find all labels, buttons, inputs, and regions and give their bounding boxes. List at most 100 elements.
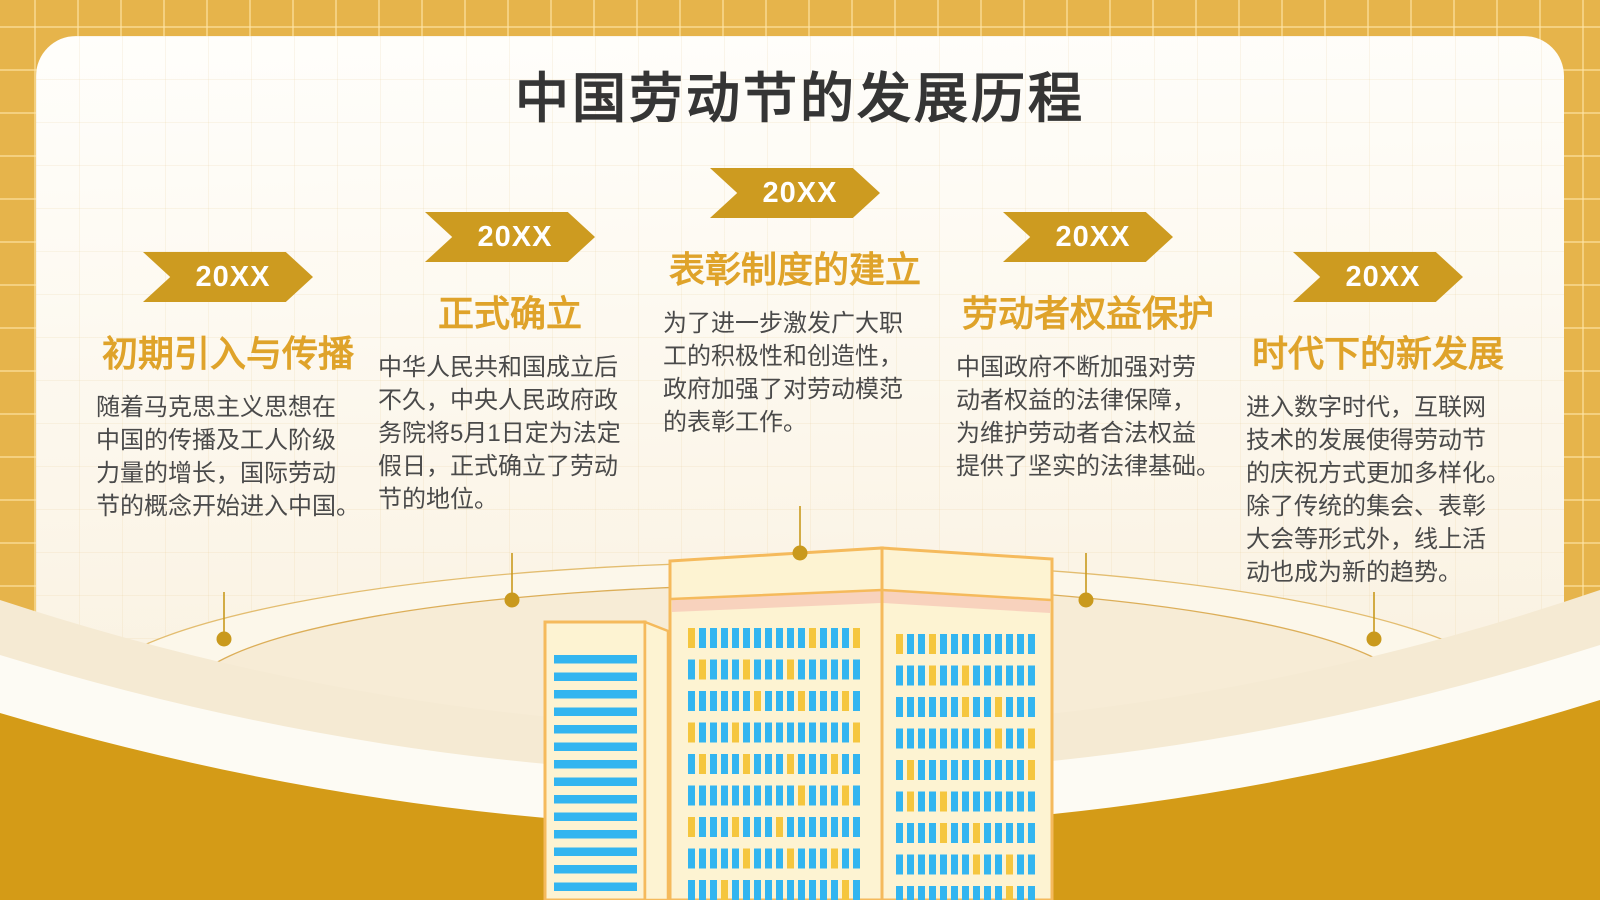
- window: [754, 785, 761, 806]
- window: [809, 848, 816, 869]
- year-ribbon-1: 20XX: [143, 252, 313, 302]
- window: [699, 628, 706, 648]
- window: [765, 659, 772, 680]
- window: [995, 886, 1002, 900]
- window: [554, 672, 637, 681]
- window: [699, 722, 706, 743]
- window: [765, 848, 772, 869]
- window: [732, 785, 739, 806]
- window: [699, 659, 706, 680]
- window: [951, 760, 958, 780]
- main-building-windows-right: [896, 634, 1035, 900]
- window: [699, 817, 706, 837]
- window: [1017, 634, 1024, 654]
- window: [907, 823, 914, 843]
- timeline-item-3-title: 表彰制度的建立: [668, 249, 921, 290]
- window: [896, 665, 903, 686]
- window: [962, 728, 969, 749]
- window: [831, 848, 838, 869]
- window: [688, 817, 695, 837]
- window: [754, 628, 761, 648]
- window: [984, 634, 991, 654]
- window: [929, 665, 936, 686]
- window: [973, 634, 980, 654]
- window: [776, 785, 783, 806]
- window: [787, 880, 794, 900]
- window: [1006, 823, 1013, 843]
- window: [776, 722, 783, 743]
- window: [918, 823, 925, 843]
- window: [688, 691, 695, 711]
- window: [951, 697, 958, 717]
- window: [962, 854, 969, 875]
- window: [984, 886, 991, 900]
- window: [1028, 760, 1035, 780]
- window: [809, 722, 816, 743]
- window: [962, 665, 969, 686]
- window: [688, 785, 695, 806]
- window: [896, 823, 903, 843]
- window: [710, 722, 717, 743]
- window: [984, 728, 991, 749]
- window: [798, 817, 805, 837]
- window: [907, 886, 914, 900]
- window: [820, 722, 827, 743]
- window: [732, 754, 739, 774]
- window: [554, 830, 637, 839]
- window: [918, 791, 925, 812]
- window: [710, 628, 717, 648]
- window: [688, 754, 695, 774]
- window: [765, 691, 772, 711]
- window: [842, 659, 849, 680]
- window: [776, 628, 783, 648]
- window: [973, 886, 980, 900]
- window: [918, 760, 925, 780]
- window: [721, 722, 728, 743]
- window: [951, 791, 958, 812]
- window: [929, 728, 936, 749]
- window: [831, 754, 838, 774]
- window: [907, 728, 914, 749]
- window: [842, 817, 849, 837]
- window: [1006, 697, 1013, 717]
- window: [809, 880, 816, 900]
- window: [853, 722, 860, 743]
- window: [1017, 665, 1024, 686]
- window: [809, 628, 816, 648]
- window: [765, 754, 772, 774]
- window: [1028, 665, 1035, 686]
- window: [809, 659, 816, 680]
- window: [1006, 665, 1013, 686]
- window: [962, 823, 969, 843]
- window: [831, 722, 838, 743]
- window: [710, 817, 717, 837]
- window: [798, 628, 805, 648]
- timeline-dot-2: [504, 592, 520, 608]
- window: [1028, 791, 1035, 812]
- window: [776, 754, 783, 774]
- window: [732, 817, 739, 837]
- window: [831, 785, 838, 806]
- timeline-item-1: 20XX 初期引入与传播 随着马克思主义思想在 中国的传播及工人阶级 力量的增长…: [96, 252, 360, 523]
- window: [1028, 634, 1035, 654]
- window: [929, 823, 936, 843]
- window: [896, 697, 903, 717]
- year-ribbon-4: 20XX: [1003, 212, 1173, 262]
- window: [554, 690, 637, 699]
- window: [554, 795, 637, 804]
- window: [732, 880, 739, 900]
- window: [732, 722, 739, 743]
- timeline-item-2: 20XX 正式确立 中华人民共和国成立后 不久，中央人民政府政 务院将5月1日定…: [378, 212, 642, 516]
- window: [853, 817, 860, 837]
- window: [1028, 728, 1035, 749]
- window: [940, 634, 947, 654]
- window: [1006, 854, 1013, 875]
- window: [853, 848, 860, 869]
- window: [732, 691, 739, 711]
- window: [554, 655, 637, 664]
- window: [1006, 791, 1013, 812]
- window: [809, 754, 816, 774]
- window: [688, 722, 695, 743]
- window: [1028, 854, 1035, 875]
